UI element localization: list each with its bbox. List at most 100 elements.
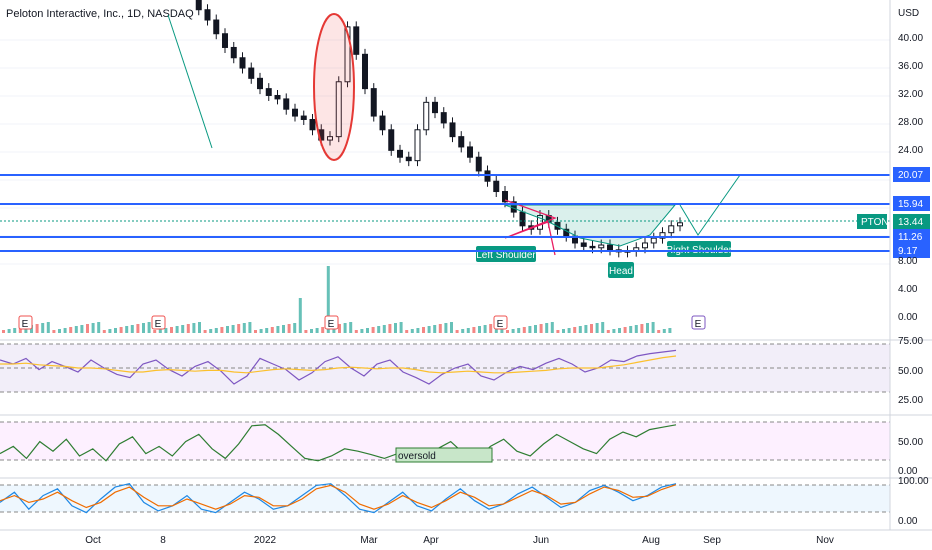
volume-bar — [595, 323, 599, 333]
volume-bar — [186, 324, 190, 333]
volume-bar — [450, 322, 453, 333]
candles — [195, 0, 683, 258]
level-value: 9.17 — [898, 246, 918, 257]
candle-body — [414, 129, 421, 162]
candle-body — [484, 170, 491, 182]
candle-body — [405, 156, 412, 162]
volume-bar — [226, 326, 229, 333]
symbol-tag — [857, 214, 887, 229]
candle-body — [239, 57, 246, 69]
volume-bar — [46, 322, 50, 333]
earnings-marker-label: E — [22, 319, 29, 330]
volume-bar — [293, 323, 297, 333]
volume-bar — [388, 324, 392, 333]
volume-bar — [142, 323, 145, 333]
volume-bar — [349, 322, 353, 333]
candle-body — [379, 115, 386, 131]
candle-body — [519, 211, 526, 227]
volume-bar — [433, 325, 437, 333]
candle-body — [283, 98, 290, 110]
volume-bar — [506, 330, 509, 333]
volume-bar — [298, 298, 302, 333]
volume-bar — [556, 330, 560, 333]
rsi-tick: 50.00 — [898, 366, 923, 377]
candle-body — [213, 19, 220, 35]
volume-bar — [646, 323, 649, 333]
volume-bar — [545, 323, 549, 333]
volume-bar — [321, 327, 325, 333]
candle-body — [222, 33, 228, 48]
candle-body — [493, 180, 500, 193]
volume-bar — [130, 325, 134, 333]
level-tag — [893, 167, 930, 182]
macd-tick: 0.00 — [898, 516, 918, 527]
volume-bar — [237, 324, 241, 333]
candle-body — [327, 136, 333, 141]
annotation-label: Left Shoulder — [476, 250, 536, 261]
earnings-marker — [324, 315, 339, 330]
volume-bar — [282, 325, 285, 333]
annotation-label: Head — [609, 266, 633, 277]
price-tick: 0.00 — [898, 312, 918, 323]
candle-body — [388, 129, 395, 151]
grid — [0, 39, 890, 265]
candle-body — [335, 81, 342, 138]
volume-bar — [657, 330, 661, 333]
volume-bar — [114, 328, 117, 333]
price-tick: 40.00 — [898, 33, 923, 44]
candle-body — [230, 46, 237, 59]
candle-body — [642, 242, 648, 249]
volume-bar — [35, 324, 39, 333]
volume-bar — [181, 325, 185, 333]
volume-bar — [511, 329, 515, 333]
candle-body — [362, 53, 368, 90]
last-price-value: 13.44 — [898, 217, 923, 228]
volume-bar — [63, 328, 67, 333]
price-tick: 28.00 — [898, 117, 923, 128]
volume-bar — [623, 327, 627, 333]
candle-body — [467, 146, 473, 158]
candle-body — [274, 94, 281, 100]
volume-bar — [209, 329, 213, 333]
volume-bar — [80, 325, 84, 333]
price-tick: 24.00 — [898, 145, 923, 156]
volume-bar — [108, 329, 112, 333]
candle-body — [554, 221, 561, 230]
volume-bar — [578, 326, 582, 333]
earnings-marker — [691, 315, 706, 330]
volume-bar — [158, 329, 162, 333]
volume-bar — [254, 330, 257, 333]
volume-bar — [410, 329, 414, 333]
projection-line — [679, 174, 741, 236]
stoch-line — [0, 424, 677, 462]
level-tag — [893, 196, 930, 211]
time-tick: Oct — [85, 535, 101, 546]
volume-bar — [534, 325, 537, 333]
macd-tick: 100.00 — [898, 476, 929, 487]
candle-body — [353, 26, 360, 55]
volume-bar — [315, 328, 319, 333]
volume-bar — [203, 330, 207, 333]
volume-bar — [472, 327, 476, 333]
level-value: 11.26 — [898, 232, 923, 243]
rsi-tick: 25.00 — [898, 395, 923, 406]
level-value: 20.07 — [898, 170, 923, 181]
candle-body — [449, 122, 456, 138]
volume-bar — [164, 328, 168, 333]
volume-bar — [584, 325, 588, 333]
volume-bar — [562, 329, 565, 333]
volume-bar — [668, 328, 672, 333]
volume-bar — [136, 324, 140, 333]
volume-bar — [242, 323, 246, 333]
indicator-lines: oversold — [0, 349, 677, 514]
volume-bar — [287, 324, 291, 333]
price-tick: 4.00 — [898, 284, 918, 295]
volume-bar — [528, 326, 532, 333]
volume-bar — [304, 330, 308, 333]
volume-bar — [461, 329, 465, 333]
candle-body — [309, 118, 316, 131]
pattern-drawings: Left ShoulderHeadRight Shoulder — [167, 13, 741, 278]
volume-bar — [371, 327, 375, 333]
volume-bar — [455, 330, 459, 333]
